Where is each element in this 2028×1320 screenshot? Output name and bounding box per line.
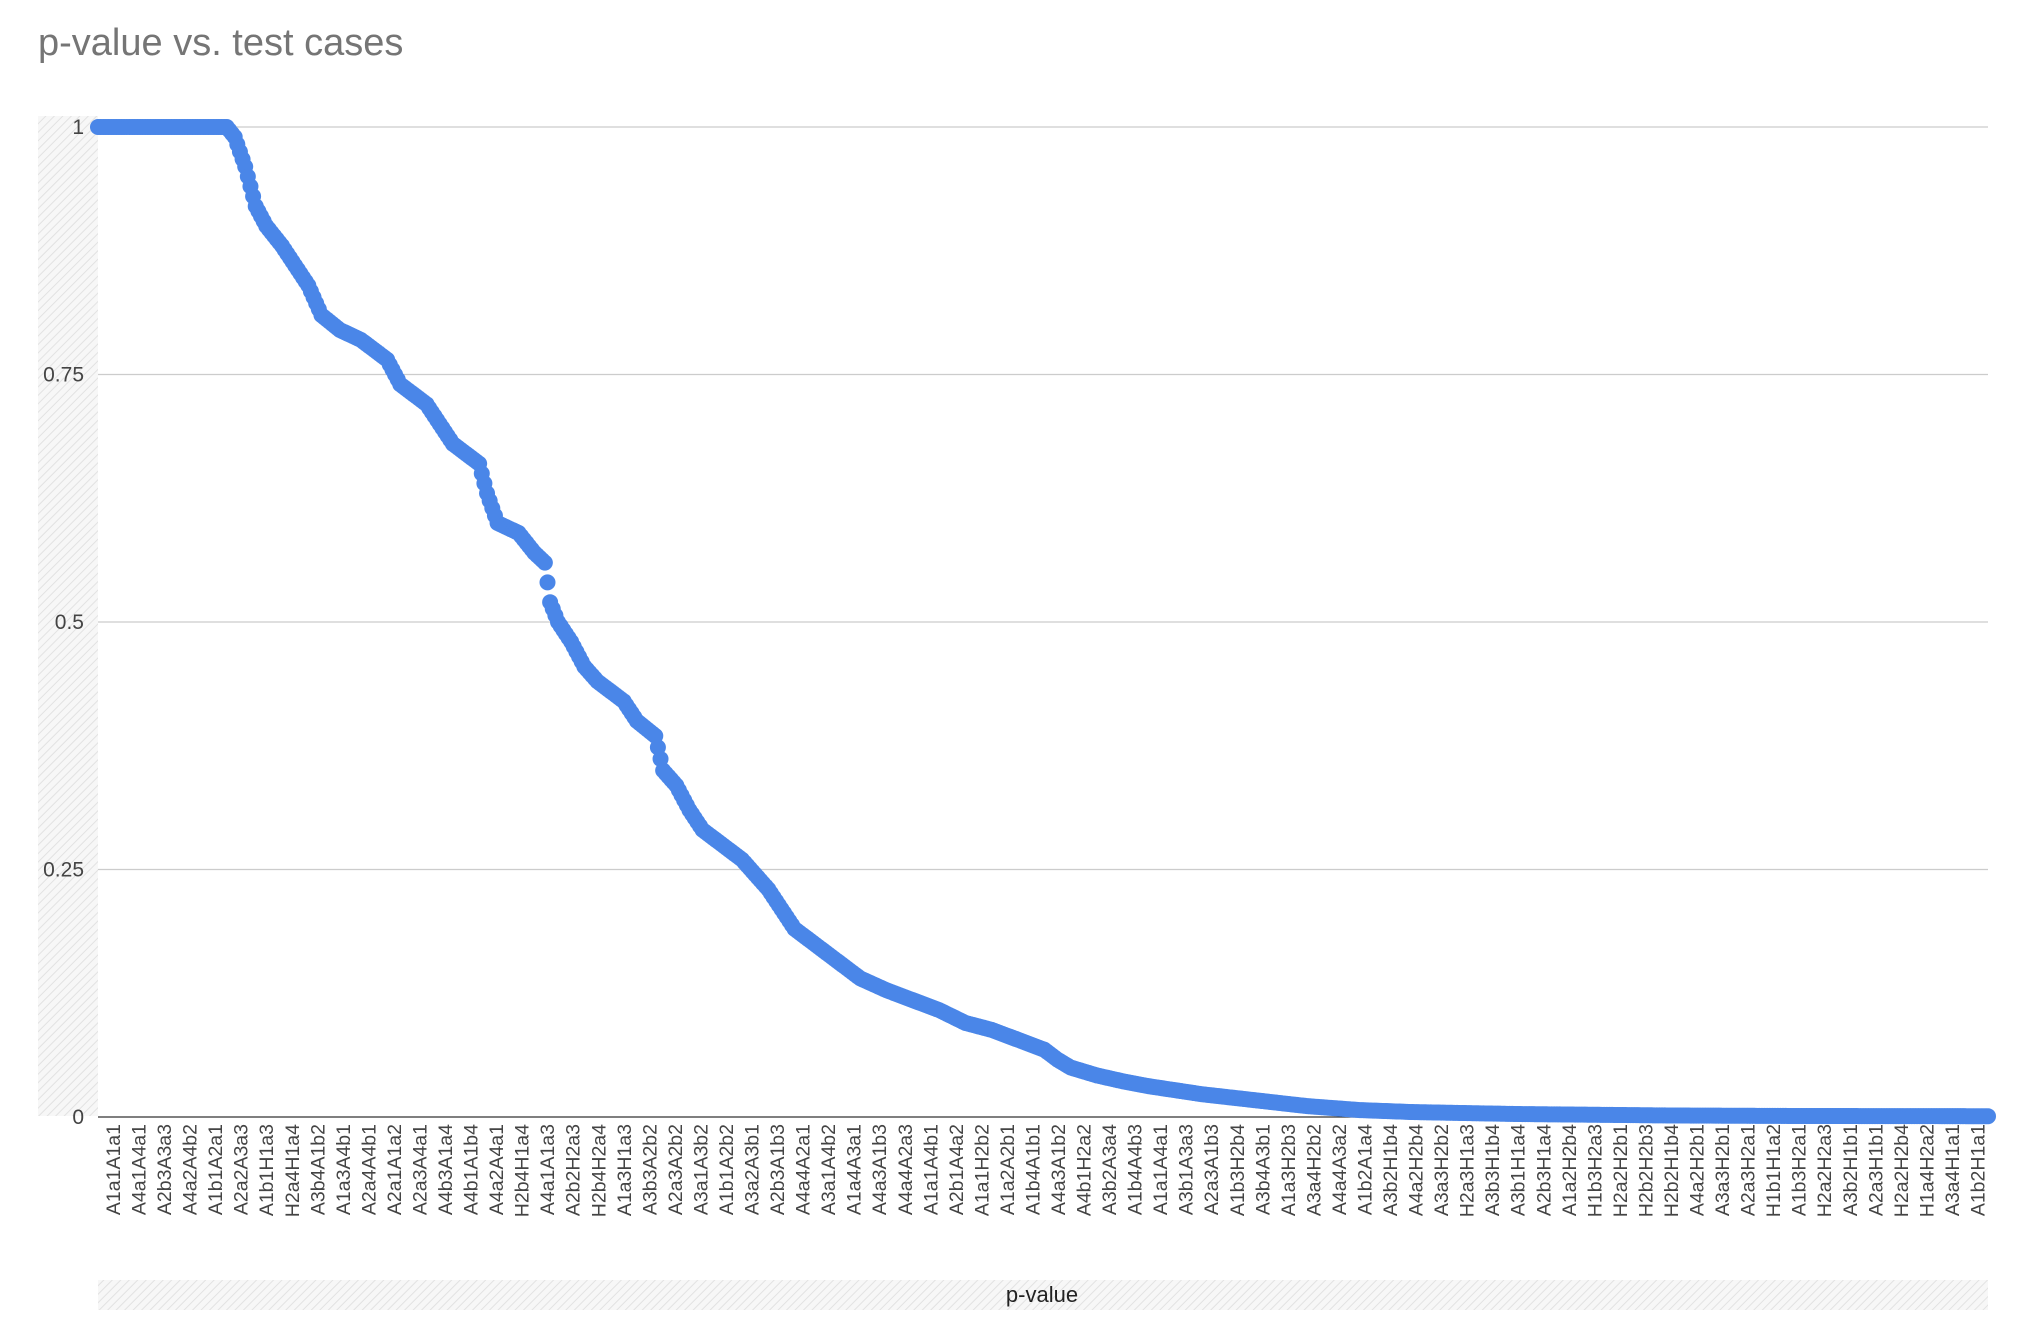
y-axis-hatch: [38, 116, 98, 1116]
x-tick-label: A4a2A4a1: [486, 1124, 508, 1215]
x-tick-label: A1a3A4b1: [333, 1124, 355, 1215]
x-tick-label: A4a3A1b3: [869, 1124, 891, 1215]
x-tick-label: A2a1A1a2: [384, 1124, 406, 1215]
x-tick-label: A1b3H2a1: [1789, 1124, 1811, 1216]
x-tick-label: H2a3H1a3: [1457, 1124, 1479, 1217]
x-tick-label: A2a3A4a1: [410, 1124, 432, 1215]
x-tick-label: A1a2H2b4: [1559, 1124, 1581, 1216]
x-tick-label: A4a4A2a1: [793, 1124, 815, 1215]
y-tick-label: 1: [72, 116, 84, 139]
x-tick-label: A2a3A2b2: [665, 1124, 687, 1215]
x-tick-label: A4a1A1a3: [537, 1124, 559, 1215]
x-tick-label: H2b4H2a4: [588, 1124, 610, 1217]
data-point: [536, 554, 553, 571]
x-axis-label: p-value: [1006, 1282, 1078, 1307]
x-tick-label: A2b3A3a3: [154, 1124, 176, 1215]
x-tick-label: A4a3A1b2: [1048, 1124, 1070, 1215]
x-tick-label: A2a2A3a3: [231, 1124, 253, 1215]
y-tick-label: 0.25: [43, 859, 84, 882]
x-tick-label: A3b4A3b1: [1252, 1124, 1274, 1215]
x-tick-label: A1a1H2b2: [971, 1124, 993, 1216]
x-tick-label: A1b2H1a1: [1968, 1124, 1990, 1216]
x-tick-label: A1b4A1b1: [1023, 1124, 1045, 1215]
x-tick-label: A2a3H1b1: [1865, 1124, 1887, 1216]
x-tick-label: A2b3A1b3: [767, 1124, 789, 1215]
x-tick-label: A1a2A2b1: [997, 1124, 1019, 1215]
x-axis-title-hatch: [98, 1280, 1988, 1310]
x-tick-label: H1a4H2a2: [1916, 1124, 1938, 1217]
x-tick-label: A3b1H1a4: [1508, 1124, 1530, 1216]
x-tick-label: A2b2H2a3: [563, 1124, 585, 1216]
chart-title: p-value vs. test cases: [38, 22, 404, 64]
x-tick-label: A1b2A1a4: [1355, 1124, 1377, 1215]
x-tick-label: A4a4A3a2: [1329, 1124, 1351, 1215]
x-tick-label: A3b1A3a3: [1176, 1124, 1198, 1215]
y-tick-label: 0.75: [43, 364, 84, 387]
x-tick-label: A3b3A2b2: [639, 1124, 661, 1215]
x-tick-label: H1b3H2a3: [1584, 1124, 1606, 1217]
x-tick-label: H2a4H1a4: [282, 1124, 304, 1217]
x-tick-label: A1b1A2a1: [205, 1124, 227, 1215]
x-tick-label: A3b3H1b4: [1482, 1124, 1504, 1216]
x-tick-label: A1a1A4b1: [920, 1124, 942, 1215]
x-tick-label: A1b4A4b3: [1125, 1124, 1147, 1215]
x-tick-label: A1a4A3a1: [844, 1124, 866, 1215]
x-tick-label: A4a2H2b1: [1687, 1124, 1709, 1216]
x-tick-label: A2a3A1b3: [1201, 1124, 1223, 1215]
x-tick-label: H2a2H2a3: [1814, 1124, 1836, 1217]
x-tick-label: A3a1A4b2: [818, 1124, 840, 1215]
y-tick-label: 0.5: [55, 611, 84, 634]
x-tick-label: H2b4H1a4: [512, 1124, 534, 1217]
x-tick-label: A4b1H2a2: [1074, 1124, 1096, 1216]
x-tick-label: A3b4A1b2: [307, 1124, 329, 1215]
x-tick-label: A3a4H2b2: [1303, 1124, 1325, 1216]
x-tick-label: A1a1A1a1: [103, 1124, 125, 1215]
x-tick-label: H2a2H2b4: [1891, 1124, 1913, 1217]
x-tick-label: A2a3H2a1: [1738, 1124, 1760, 1216]
x-tick-label: A3a4H1a1: [1942, 1124, 1964, 1216]
x-tick-label: A1a3H1a3: [614, 1124, 636, 1216]
x-tick-label: A4a4A2a3: [895, 1124, 917, 1215]
x-tick-label: A3a3H2b1: [1712, 1124, 1734, 1216]
x-tick-label: A3a1A3b2: [690, 1124, 712, 1215]
x-tick-label: A1b1A2b2: [716, 1124, 738, 1215]
x-tick-label: A3a2A3b1: [742, 1124, 764, 1215]
x-tick-label: A2b3H1a4: [1533, 1124, 1555, 1216]
y-axis-ticks: 0 0.25 0.5 0.75 1: [43, 116, 84, 1129]
data-point: [1980, 1108, 1996, 1125]
data-points: [90, 119, 1996, 1125]
gridlines: [98, 126, 1988, 1118]
x-tick-label: A2b1A4a2: [946, 1124, 968, 1215]
x-tick-label: A3b2H1b1: [1840, 1124, 1862, 1216]
x-tick-label: A1b1H1a3: [256, 1124, 278, 1216]
x-tick-label: H2b2H2b3: [1635, 1124, 1657, 1217]
x-tick-label: A1b3H2b4: [1227, 1124, 1249, 1216]
x-tick-label: A3b2H1b4: [1380, 1124, 1402, 1216]
x-tick-label: A3b2A3a4: [1099, 1124, 1121, 1215]
y-tick-label: 0: [72, 1106, 84, 1129]
x-tick-label: A1a1A4a1: [1150, 1124, 1172, 1215]
x-tick-label: A4a2H2b4: [1406, 1124, 1428, 1216]
data-point: [539, 574, 556, 591]
x-tick-label: A4a2A4b2: [180, 1124, 202, 1215]
x-tick-label: H1b1H1a2: [1763, 1124, 1785, 1217]
x-tick-label: A3a3H2b2: [1431, 1124, 1453, 1216]
x-tick-label: A4a1A4a1: [129, 1124, 151, 1215]
x-tick-label: A4b3A1a4: [435, 1124, 457, 1215]
x-axis-ticks: A1a1A1a1 A4a1A4a1 A2b3A3a3 A4a2A4b2 A1b1A2a1…: [103, 1124, 1990, 1217]
x-tick-label: A4b1A1b4: [461, 1124, 483, 1215]
x-tick-label: H2a2H2b1: [1610, 1124, 1632, 1217]
x-tick-label: A2a4A4b1: [358, 1124, 380, 1215]
x-tick-label: A1a3H2b3: [1278, 1124, 1300, 1216]
x-tick-label: H2b2H1b4: [1661, 1124, 1683, 1217]
